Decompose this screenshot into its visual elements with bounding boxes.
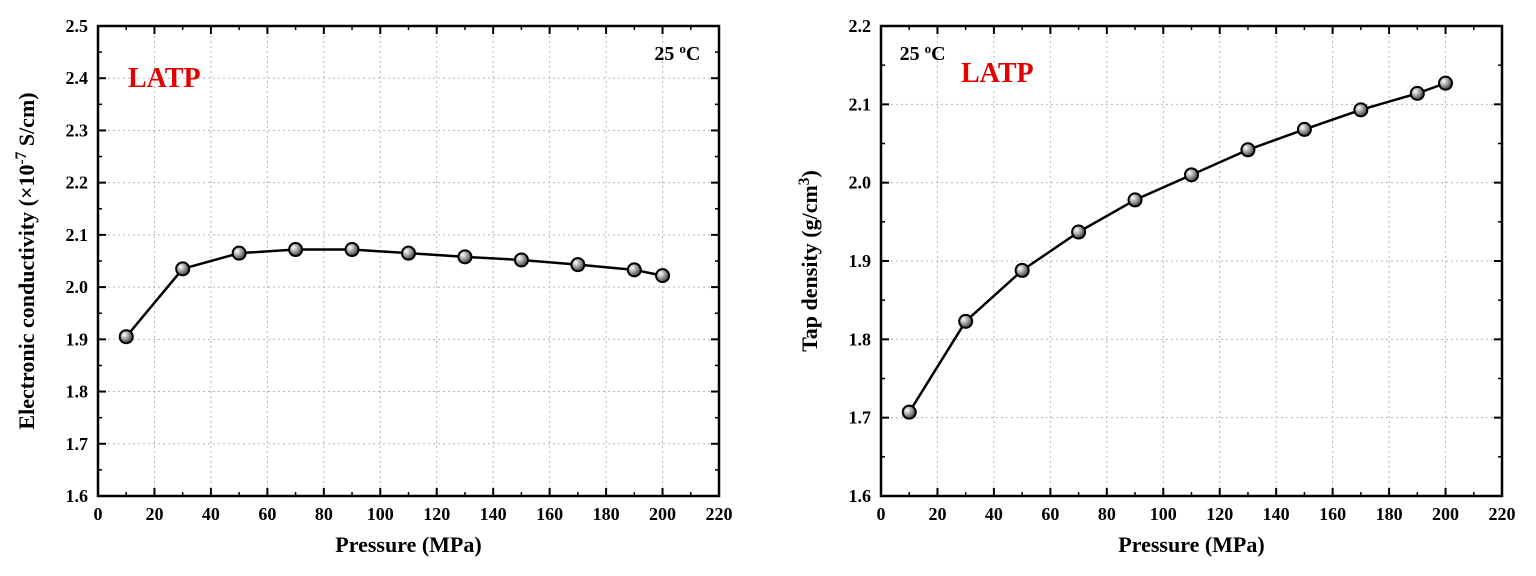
data-marker bbox=[120, 330, 133, 343]
x-tick-label: 60 bbox=[1041, 504, 1059, 524]
temperature-label: 25 oC bbox=[900, 41, 946, 66]
x-tick-label: 220 bbox=[706, 504, 733, 524]
y-tick-label: 2.1 bbox=[66, 225, 89, 245]
x-tick-label: 80 bbox=[1098, 504, 1116, 524]
series-label: LATP bbox=[961, 58, 1034, 89]
data-marker bbox=[1185, 168, 1198, 181]
x-tick-label: 220 bbox=[1489, 504, 1516, 524]
data-marker bbox=[176, 262, 189, 275]
data-marker bbox=[1072, 226, 1085, 239]
data-line bbox=[909, 83, 1445, 412]
x-tick-label: 20 bbox=[145, 504, 163, 524]
y-tick-label: 1.6 bbox=[849, 486, 872, 506]
y-tick-label: 1.8 bbox=[66, 382, 89, 402]
y-tick-label: 2.5 bbox=[66, 16, 89, 36]
data-marker bbox=[1298, 123, 1311, 136]
y-tick-label: 2.0 bbox=[66, 277, 89, 297]
x-tick-label: 200 bbox=[649, 504, 676, 524]
data-markers bbox=[120, 243, 669, 343]
x-tick-label: 160 bbox=[536, 504, 563, 524]
temperature-label: 25 oC bbox=[654, 41, 700, 66]
x-axis-label: Pressure (MPa) bbox=[1118, 532, 1264, 557]
data-marker bbox=[656, 269, 669, 282]
x-axis-label: Pressure (MPa) bbox=[335, 532, 481, 557]
figure: 0204060801001201401601802002201.61.71.81… bbox=[0, 0, 1536, 576]
x-tick-label: 120 bbox=[423, 504, 450, 524]
conductivity-panel: 0 20 40 60 80 100 120 140 160 180 200 220 1.6 1.7 1.8 1… bbox=[10, 10, 733, 566]
y-tick-label: 1.7 bbox=[849, 408, 872, 428]
y-tick-label: 1.8 bbox=[849, 329, 872, 349]
data-marker bbox=[402, 247, 415, 260]
x-tick-label: 100 bbox=[367, 504, 394, 524]
x-tick-label: 200 bbox=[1432, 504, 1459, 524]
data-marker bbox=[1016, 264, 1029, 277]
x-tick-label: 180 bbox=[1376, 504, 1403, 524]
conductivity-chart: 0 20 40 60 80 100 120 140 160 180 200 220 1.6 1.7 1.8 1… bbox=[10, 10, 733, 566]
y-tick-label: 2.0 bbox=[849, 173, 872, 193]
data-marker bbox=[1354, 103, 1367, 116]
y-axis-label: Electronic conductivity (×10-7 S/cm) bbox=[13, 92, 40, 429]
x-tick-label: 40 bbox=[985, 504, 1003, 524]
x-tick-label: 160 bbox=[1319, 504, 1346, 524]
y-tick-label: 1.7 bbox=[66, 434, 89, 454]
axis-frame bbox=[98, 26, 719, 496]
data-marker bbox=[458, 250, 471, 263]
data-marker bbox=[959, 315, 972, 328]
x-tick-label: 40 bbox=[202, 504, 220, 524]
y-axis-label: Tap density (g/cm3) bbox=[796, 170, 823, 352]
x-tick-label: 0 bbox=[877, 504, 886, 524]
x-tick-label: 80 bbox=[315, 504, 333, 524]
x-tick-label: 180 bbox=[593, 504, 620, 524]
y-tick-label: 1.9 bbox=[66, 329, 89, 349]
y-tick-label: 2.2 bbox=[66, 173, 89, 193]
data-marker bbox=[1129, 193, 1142, 206]
series-label: LATP bbox=[128, 63, 201, 94]
y-tick-label: 2.4 bbox=[66, 68, 89, 88]
data-marker bbox=[903, 406, 916, 419]
data-marker bbox=[628, 263, 641, 276]
data-marker bbox=[1439, 77, 1452, 90]
x-tick-label: 60 bbox=[258, 504, 276, 524]
x-tick-label: 120 bbox=[1206, 504, 1233, 524]
data-marker bbox=[515, 253, 528, 266]
y-tick-label: 2.3 bbox=[66, 120, 89, 140]
y-tick-label: 1.6 bbox=[66, 486, 89, 506]
data-marker bbox=[571, 258, 584, 271]
x-tick-label: 0 bbox=[94, 504, 103, 524]
x-tick-label: 100 bbox=[1150, 504, 1177, 524]
data-marker bbox=[1411, 87, 1424, 100]
tapdensity-panel: 0 20 40 60 80 100 120 140 160 180 200 220 1.6 1.7 1.8 1… bbox=[793, 10, 1516, 566]
data-marker bbox=[289, 243, 302, 256]
data-marker bbox=[346, 243, 359, 256]
y-tick-label: 2.2 bbox=[849, 16, 872, 36]
tapdensity-chart: 0 20 40 60 80 100 120 140 160 180 200 220 1.6 1.7 1.8 1… bbox=[793, 10, 1516, 566]
y-tick-label: 1.9 bbox=[849, 251, 872, 271]
data-markers bbox=[903, 77, 1452, 419]
x-tick-label: 20 bbox=[928, 504, 946, 524]
x-tick-label: 140 bbox=[1263, 504, 1290, 524]
data-marker bbox=[233, 247, 246, 260]
gridlines bbox=[98, 26, 719, 496]
y-tick-label: 2.1 bbox=[849, 94, 872, 114]
x-tick-label: 140 bbox=[480, 504, 507, 524]
data-marker bbox=[1241, 143, 1254, 156]
